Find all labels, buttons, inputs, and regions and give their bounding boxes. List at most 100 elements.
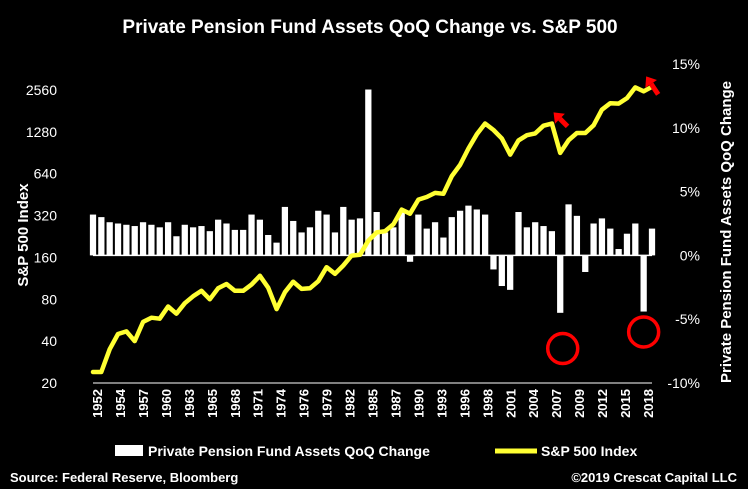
bar-1966 [206,231,213,256]
bar-1996 [456,210,464,256]
bar-1972 [256,219,263,256]
left-tick-80: 80 [41,291,57,307]
legend: Private Pension Fund Assets QoQ Change S… [115,443,637,459]
right-tick--5: -5% [675,311,700,327]
bar-1998 [473,209,480,256]
x-tick-1993: 1993 [434,389,449,418]
x-tick-2012: 2012 [595,389,610,418]
bar-1992 [423,228,430,256]
right-tick-5: 5% [680,184,700,200]
source-note: Source: Federal Reserve, Bloomberg [10,470,238,485]
right-axis-ticks: -10% -5% 0% 5% 10% 15% [667,56,700,391]
x-tick-1996: 1996 [457,389,472,418]
bar-1973 [265,234,272,256]
x-tick-2007: 2007 [549,389,564,418]
x-tick-1976: 1976 [297,389,312,418]
bar-1954 [106,222,113,256]
bar-1980 [323,214,330,256]
bar-1994 [440,237,447,256]
bar-1967 [215,219,222,256]
x-tick-1957: 1957 [136,389,151,418]
bar-1957 [131,226,138,256]
bar-1964 [189,227,197,256]
x-tick-1971: 1971 [251,389,266,418]
bar-1953 [98,217,105,256]
bar-2013 [598,218,606,256]
chart-title: Private Pension Fund Assets QoQ Change v… [122,17,617,38]
left-tick-40: 40 [41,333,57,349]
x-tick-2004: 2004 [526,388,541,418]
right-tick--10: -10% [667,375,700,391]
bar-1975 [281,206,289,256]
bar-1978 [306,227,314,256]
x-tick-1990: 1990 [411,389,426,418]
bar-1956 [123,224,130,256]
bar-1970 [240,229,247,256]
x-tick-1960: 1960 [159,389,174,418]
bar-1977 [298,232,305,256]
sp500-line [90,84,655,375]
x-tick-1982: 1982 [343,389,358,418]
bar-1965 [198,226,205,256]
bar-1962 [173,236,180,256]
x-tick-1987: 1987 [388,389,403,418]
x-tick-2018: 2018 [641,389,656,418]
left-tick-1280: 1280 [26,124,57,140]
right-axis-label: Private Pension Fund Assets QoQ Change [718,81,735,383]
left-tick-20: 20 [41,375,57,391]
bar-2012 [590,223,597,256]
bar-1987 [381,232,389,256]
x-tick-1985: 1985 [366,389,381,418]
bar-1979 [315,210,322,256]
left-tick-2560: 2560 [26,82,57,98]
bar-2001 [498,255,505,287]
left-tick-160: 160 [34,249,58,265]
x-tick-2009: 2009 [572,389,587,418]
bar-2003 [515,212,522,256]
bar-2018 [640,255,647,312]
plot-area [89,76,661,384]
bar-1993 [431,222,439,256]
bar-1988 [390,227,397,256]
bar-1968 [223,223,230,256]
bar-2014 [607,228,614,256]
bar-1997 [465,205,472,256]
legend-label-bars: Private Pension Fund Assets QoQ Change [148,443,430,459]
bar-1985 [365,89,372,256]
x-tick-1965: 1965 [205,389,220,418]
legend-swatch-bars [115,445,143,456]
x-tick-1974: 1974 [274,388,289,418]
bar-2005 [532,222,539,256]
left-tick-320: 320 [34,208,58,224]
x-tick-1954: 1954 [113,388,128,418]
bar-2000 [490,255,497,270]
bar-2019 [648,228,656,256]
bar-2017 [632,223,639,256]
x-tick-2015: 2015 [618,389,633,418]
circle-2008-drop [545,331,580,366]
right-tick-0: 0% [680,247,700,263]
bar-2008 [557,255,564,313]
copyright-note: ©2019 Crescat Capital LLC [571,470,737,485]
bar-1989 [398,210,405,256]
bar-1999 [482,214,489,256]
right-tick-10: 10% [672,120,700,136]
left-tick-640: 640 [34,166,58,182]
x-tick-2001: 2001 [503,389,518,418]
bar-1995 [448,217,455,256]
left-axis-label: S&P 500 Index [15,183,32,287]
arrow-2018-peak [645,76,661,96]
bar-1984 [356,218,364,256]
bar-1963 [181,224,188,256]
bar-2006 [540,226,547,256]
bar-2009 [565,204,572,256]
x-axis-ticks: 1952 1954 1957 1960 1963 1965 1968 1971 1974 1976… [90,388,656,418]
bar-1976 [290,220,297,256]
arrow-2007-peak [553,112,570,129]
x-tick-1968: 1968 [228,389,243,418]
bar-1969 [231,229,238,256]
bar-1958 [139,222,147,256]
bar-2002 [507,255,514,290]
x-tick-1963: 1963 [182,389,197,418]
